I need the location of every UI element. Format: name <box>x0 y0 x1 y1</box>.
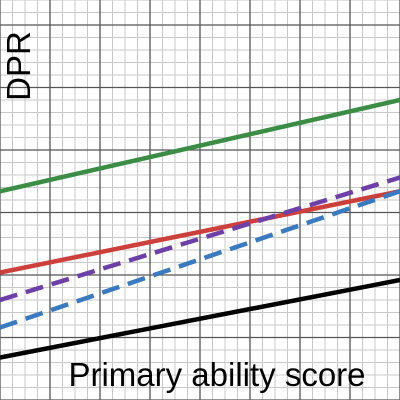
series-line-2 <box>0 189 400 275</box>
series-line-5 <box>0 277 400 360</box>
y-axis-label: DPR <box>0 31 37 101</box>
series-line-4 <box>0 189 400 330</box>
series-line-1 <box>0 97 400 194</box>
series-line-3 <box>0 175 400 303</box>
series-lines <box>0 97 400 360</box>
x-axis-label: Primary ability score <box>68 356 365 393</box>
